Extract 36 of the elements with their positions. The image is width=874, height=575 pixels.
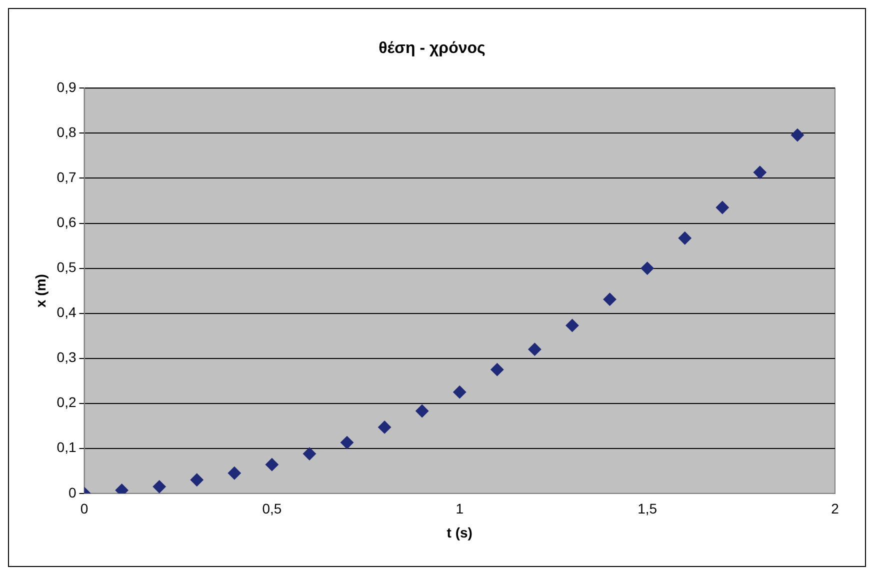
point	[490, 363, 504, 376]
point	[340, 436, 354, 450]
point	[190, 473, 204, 486]
y-tick-label: 0,2	[56, 394, 76, 410]
point	[753, 166, 766, 179]
point	[640, 262, 654, 275]
point	[302, 447, 316, 460]
y-tick-label: 0,9	[56, 79, 76, 96]
y-tick-label: 0,5	[56, 259, 76, 276]
x-axis-title: t (s)	[446, 524, 472, 540]
y-tick-label: 0,7	[56, 169, 76, 186]
point	[378, 420, 392, 434]
y-tick-label: 0,1	[56, 439, 76, 456]
point	[152, 480, 166, 494]
x-tick-label: 0	[80, 500, 88, 517]
point	[453, 386, 466, 399]
y-tick-label: 0	[68, 484, 76, 500]
point	[566, 318, 579, 332]
point	[603, 292, 616, 306]
y-axis-title: x (m)	[32, 274, 48, 308]
y-tick-label: 0,4	[56, 304, 76, 320]
x-tick-label: 1,5	[638, 500, 658, 517]
point	[790, 128, 804, 142]
point	[716, 201, 729, 214]
x-tick-label: 1	[456, 500, 464, 517]
point	[416, 404, 429, 418]
y-tick-label: 0,3	[56, 349, 76, 366]
x-tick-label: 0,5	[262, 500, 282, 517]
x-tick-label: 2	[831, 500, 840, 517]
point	[265, 458, 278, 472]
point	[678, 232, 692, 245]
point	[528, 342, 542, 356]
point	[228, 466, 241, 480]
y-tick-label: 0,6	[56, 214, 76, 230]
y-tick-label: 0,8	[56, 124, 76, 140]
chart-title: θέση - χρόνος	[378, 40, 486, 58]
